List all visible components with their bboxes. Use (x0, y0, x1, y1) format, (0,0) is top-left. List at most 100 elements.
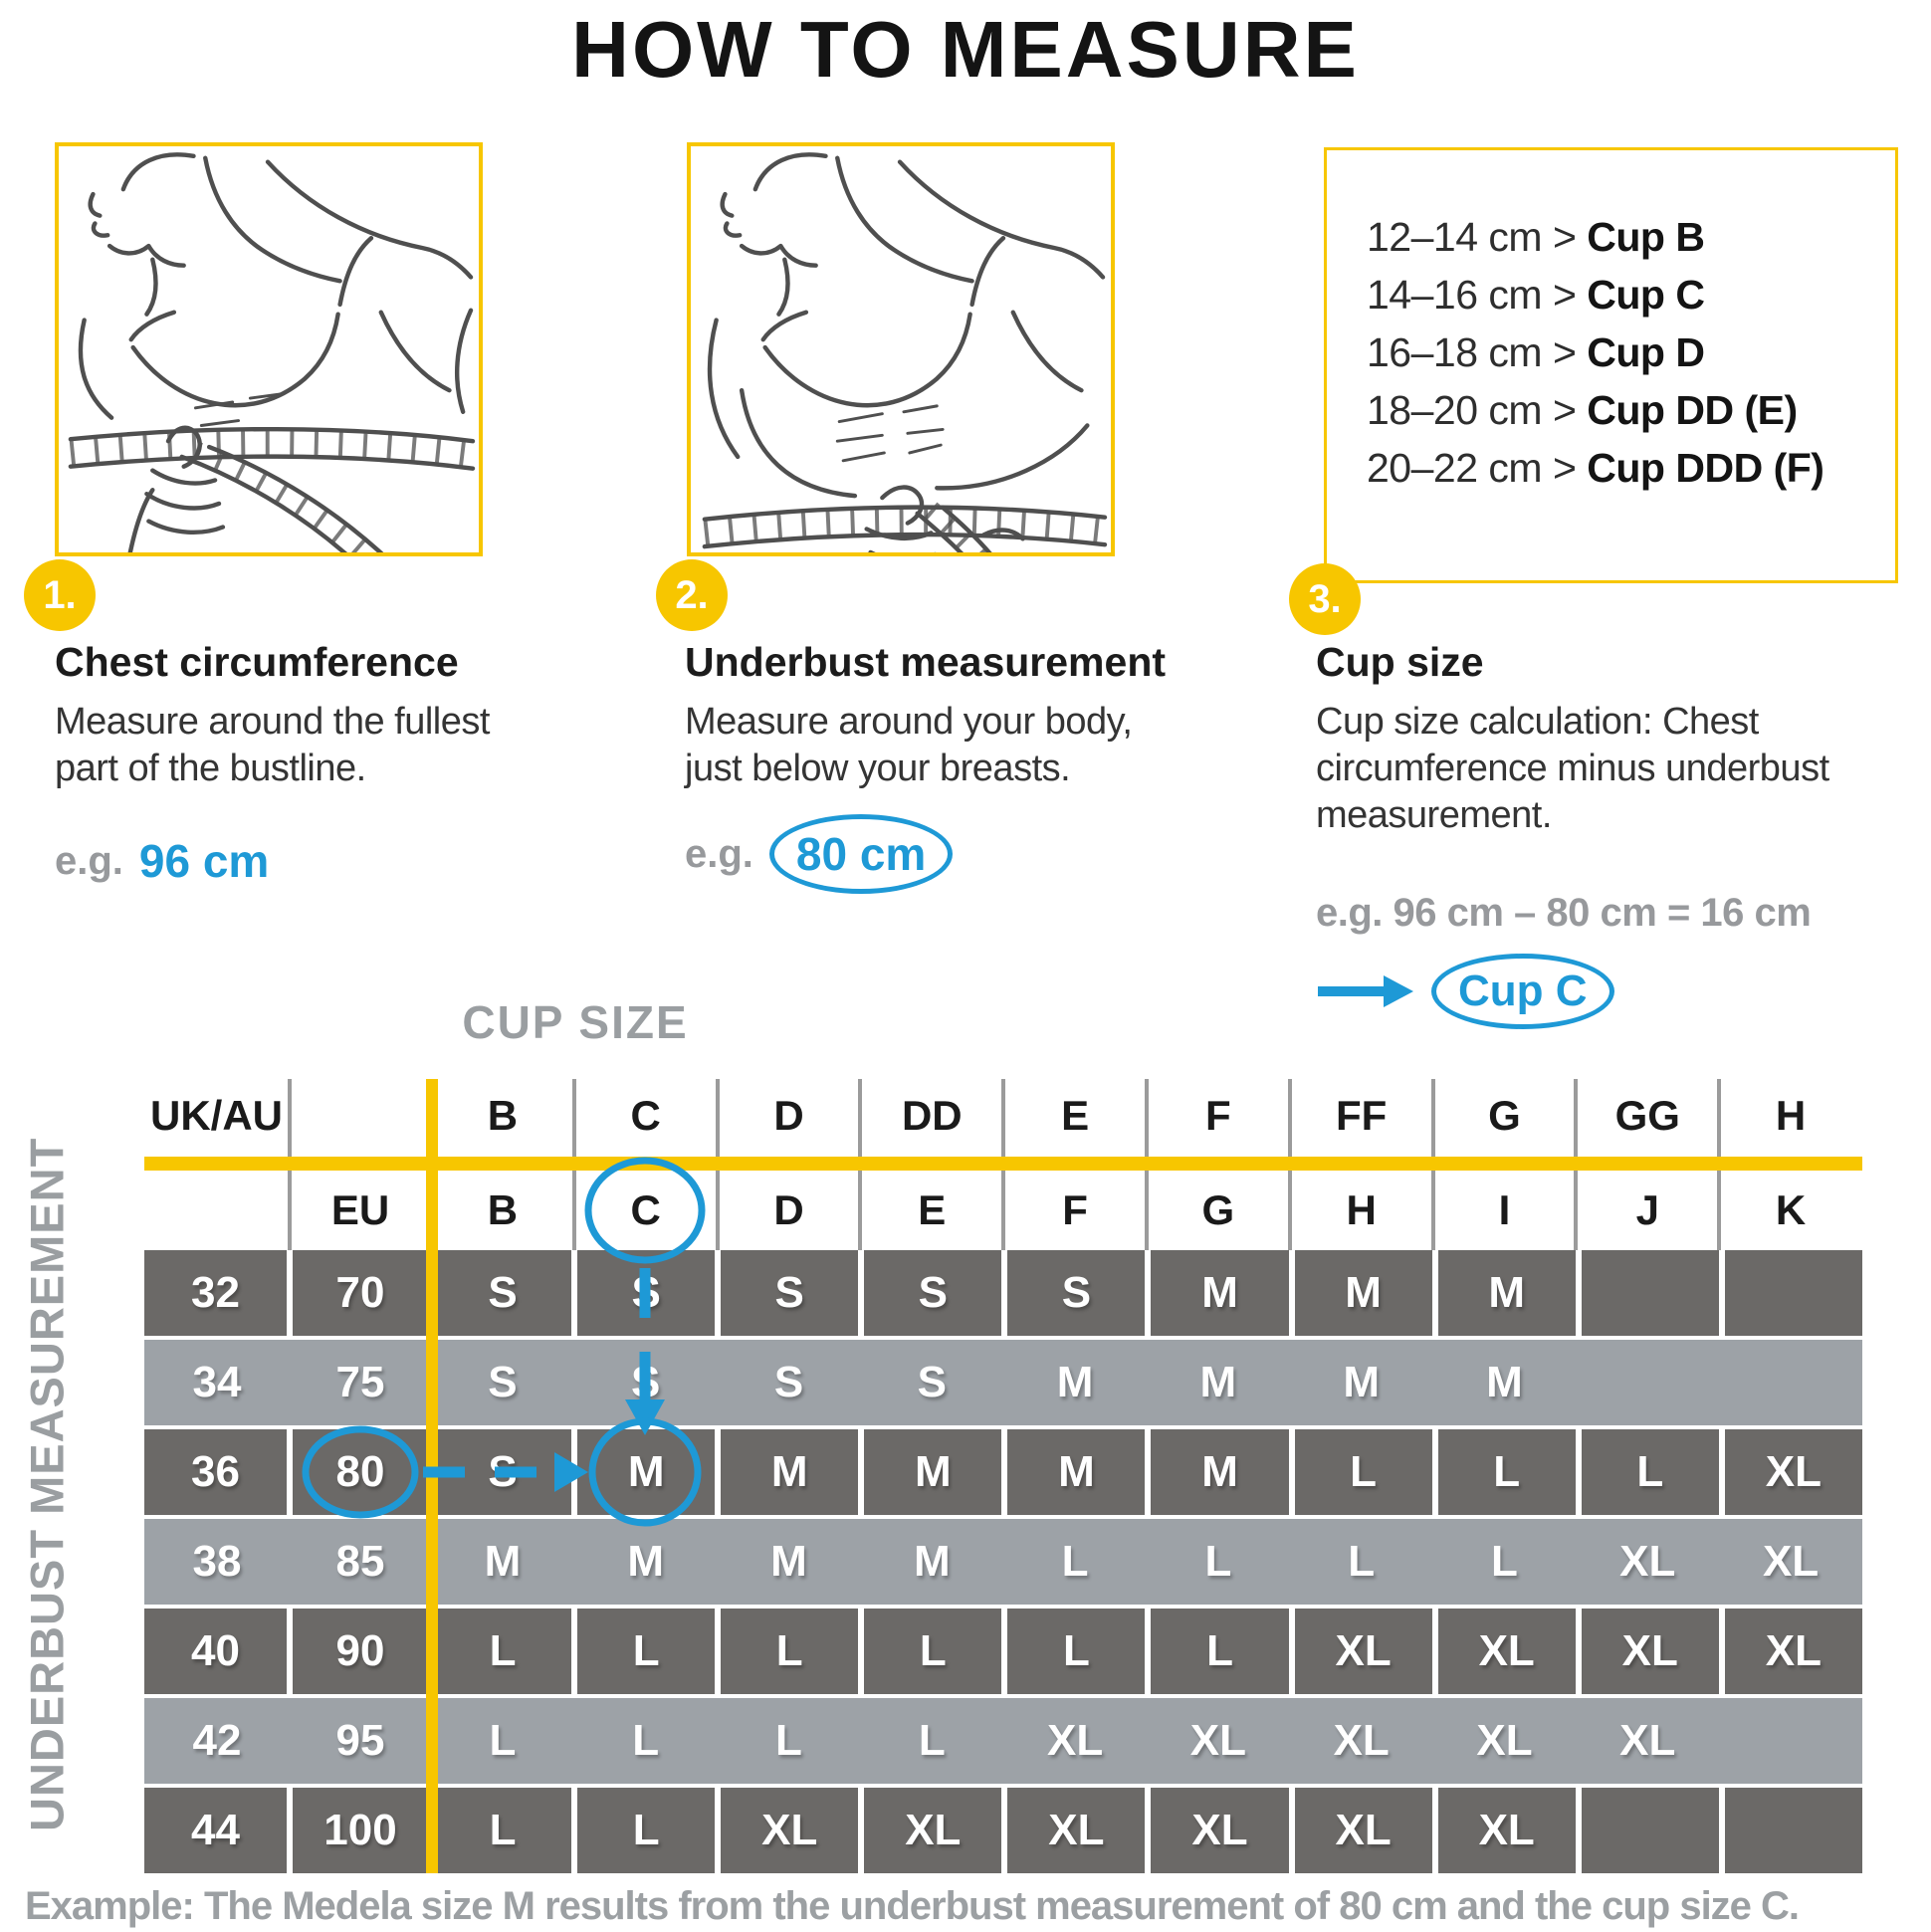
eu-cup-G: G (1201, 1186, 1235, 1233)
eu-cup-B: B (487, 1186, 519, 1233)
size-cell-blank (1719, 1698, 1862, 1784)
size-cell-L: L (1291, 1429, 1435, 1515)
size-cell-blank (1721, 1250, 1862, 1336)
size-cell-L: L (775, 1716, 802, 1765)
ukau-band-label: 36 (144, 1429, 290, 1515)
step-1-badge: 1. (24, 559, 96, 631)
size-cell-XL: XL (1291, 1788, 1435, 1873)
ukau-band-label: 32 (144, 1250, 290, 1336)
size-cell-M: M (627, 1537, 665, 1586)
size-cell-M: M (1343, 1358, 1380, 1406)
ukau-cup-F: F (1205, 1092, 1231, 1139)
ukau-cup-D: D (773, 1092, 804, 1139)
size-cell-L: L (431, 1609, 575, 1694)
size-cell-M: M (1148, 1250, 1292, 1336)
cup-range-value: 20–22 cm > (1367, 445, 1588, 491)
size-chart-body: 32 70 S S S S S M M M 34 75 S S S S M M M M 36 80 S M M M M M L L L XL 3… (144, 1250, 1862, 1877)
ukau-cup-G: G (1488, 1092, 1521, 1139)
eu-band-label: 75 (335, 1358, 385, 1406)
size-cell-S: S (773, 1358, 804, 1406)
right-arrow-icon (1318, 975, 1413, 1007)
ukau-cup-DD: DD (901, 1092, 963, 1139)
size-cell-M: M (1148, 1429, 1292, 1515)
cup-range-line: 20–22 cm > Cup DDD (F) (1367, 439, 1895, 497)
eu-cup-E: E (918, 1186, 947, 1233)
size-cell-S: S (917, 1358, 947, 1406)
ukau-cup-GG: GG (1614, 1092, 1680, 1139)
size-cell-XL: XL (718, 1788, 862, 1873)
step-3-heading: Cup size (1316, 639, 1484, 685)
ukau-cup-C: C (630, 1092, 661, 1139)
eu-band-label: 95 (335, 1716, 385, 1765)
ukau-band-label: 42 (192, 1716, 242, 1765)
size-cell-XL: XL (1762, 1537, 1820, 1586)
size-cell-XL: XL (1148, 1788, 1292, 1873)
eu-label: EU (330, 1186, 390, 1233)
size-cell-M: M (718, 1429, 862, 1515)
size-cell-L: L (861, 1609, 1005, 1694)
size-cell-M: M (1004, 1429, 1149, 1515)
size-cell-S: S (431, 1250, 575, 1336)
step-2-heading: Underbust measurement (685, 639, 1167, 685)
step-1-example: e.g. 96 cm (55, 834, 269, 888)
step-2-badge: 2. (656, 559, 728, 631)
size-row-40: 40 90 L L L L L L XL XL XL XL (144, 1609, 1862, 1694)
eu-band-label: 90 (290, 1609, 431, 1694)
body-line: circumference minus underbust (1316, 748, 1829, 789)
size-cell-L: L (1148, 1609, 1292, 1694)
size-cell-S: S (574, 1250, 719, 1336)
chest-measure-illustration (68, 152, 476, 552)
ukau-cup-FF: FF (1336, 1092, 1388, 1139)
size-cell-XL: XL (1291, 1609, 1435, 1694)
size-cell-L: L (1004, 1609, 1149, 1694)
ukau-band-label: 34 (192, 1358, 242, 1406)
size-cell-XL: XL (861, 1788, 1005, 1873)
cup-range-cup: Cup B (1587, 214, 1705, 260)
cup-range-line: 18–20 cm > Cup DD (E) (1367, 381, 1895, 439)
cup-range-value: 18–20 cm > (1367, 387, 1588, 433)
size-row-42: 42 95 L L L L XL XL XL XL XL (144, 1698, 1862, 1784)
size-cell-L: L (574, 1788, 719, 1873)
cup-size-axis-label: CUP SIZE (462, 996, 689, 1048)
yellow-vertical-line (426, 1079, 438, 1873)
eu-cup-H: H (1346, 1186, 1377, 1233)
size-cell-S: S (488, 1358, 518, 1406)
size-cell-XL: XL (1619, 1537, 1676, 1586)
size-cell-XL: XL (1619, 1716, 1676, 1765)
step-3-number: 3. (1308, 576, 1342, 621)
step-1-example-prefix: e.g. (55, 838, 123, 883)
size-cell-M: M (484, 1537, 522, 1586)
eu-band-label: 85 (335, 1537, 385, 1586)
ukau-band-label: 38 (192, 1537, 242, 1586)
size-cell-M: M (1199, 1358, 1237, 1406)
ukau-header-row: UK/AU B C D DD E F FF G GG H (144, 1075, 1862, 1157)
eu-cup-C: C (630, 1186, 661, 1233)
step-3-badge: 3. (1289, 563, 1361, 635)
eu-cup-J: J (1635, 1186, 1659, 1233)
size-cell-M: M (1056, 1358, 1094, 1406)
size-cell-XL: XL (1721, 1429, 1862, 1515)
size-cell-blank (1576, 1340, 1719, 1425)
cup-range-cup: Cup D (1587, 329, 1705, 375)
size-row-32: 32 70 S S S S S M M M (144, 1250, 1862, 1336)
eu-header-row: EU B C D E F G H I J K (144, 1171, 1862, 1250)
step-2-example-prefix: e.g. (685, 831, 753, 876)
step-3-result-value: Cup C (1458, 966, 1588, 1015)
size-cell-L: L (718, 1609, 862, 1694)
eu-spacer (144, 1171, 290, 1250)
underbust-measure-illustration (702, 152, 1108, 552)
size-cell-blank (1721, 1788, 1862, 1873)
step-2-number: 2. (675, 572, 709, 617)
ukau-cup-B: B (487, 1092, 519, 1139)
step-1-heading: Chest circumference (55, 639, 459, 685)
ukau-band-label: 40 (144, 1609, 290, 1694)
size-cell-M: M (1486, 1358, 1523, 1406)
step-2-example-value: 80 cm (795, 828, 927, 880)
cup-range-cup: Cup DDD (F) (1587, 445, 1824, 491)
ukau-cup-E: E (1061, 1092, 1090, 1139)
body-line: part of the bustline. (55, 748, 366, 789)
underbust-measure-illustration-box (687, 142, 1115, 556)
ukau-label: UK/AU (150, 1092, 283, 1139)
cup-range-line: 14–16 cm > Cup C (1367, 266, 1895, 323)
